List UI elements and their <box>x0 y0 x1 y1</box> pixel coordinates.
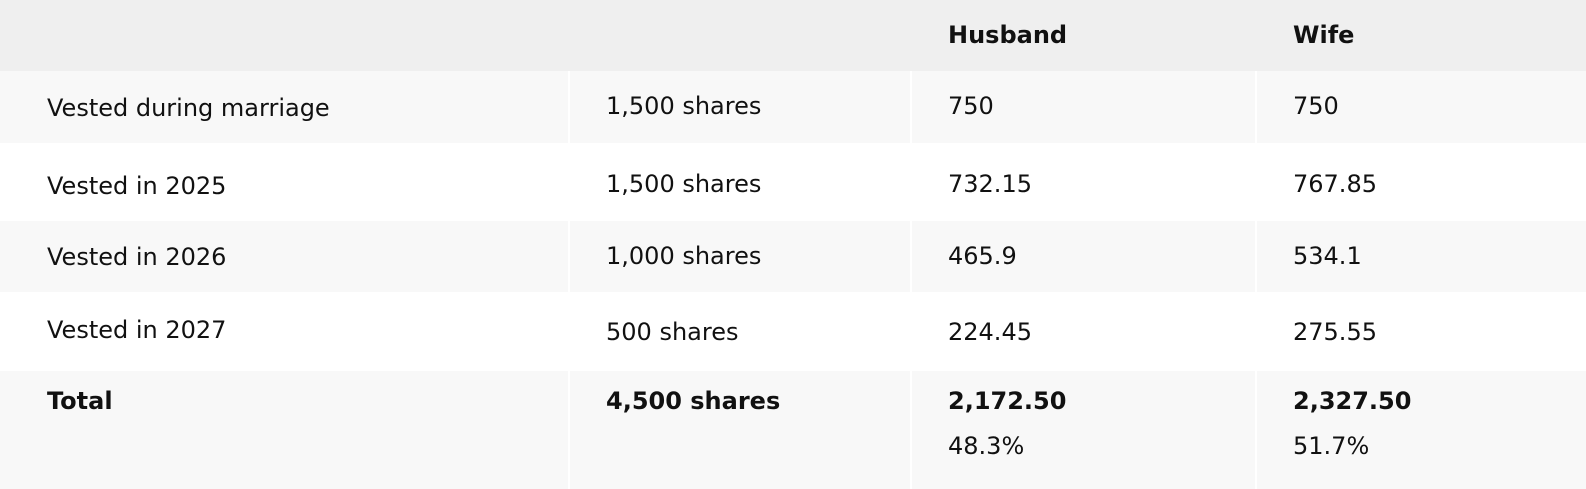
column-divider <box>568 221 570 292</box>
total-label: Total <box>47 387 113 415</box>
row-husband-value: 465.9 <box>948 242 1017 270</box>
row-shares: 1,500 shares <box>606 92 762 120</box>
total-husband-percent: 48.3% <box>948 432 1025 460</box>
column-divider <box>910 71 912 143</box>
header-wife: Wife <box>1293 21 1355 49</box>
table-row: Vested in 2025 1,500 shares 732.15 767.8… <box>0 143 1586 221</box>
total-wife-value: 2,327.50 <box>1293 387 1412 415</box>
row-shares: 1,000 shares <box>606 242 762 270</box>
column-divider <box>1255 371 1257 489</box>
row-label: Vested during marriage <box>47 94 330 122</box>
row-shares: 1,500 shares <box>606 170 762 198</box>
table-header-row: Husband Wife <box>0 0 1586 71</box>
row-wife-value: 767.85 <box>1293 170 1377 198</box>
column-divider <box>1255 221 1257 292</box>
table-total-row: Total 4,500 shares 2,172.50 2,327.50 48.… <box>0 371 1586 489</box>
column-divider <box>568 71 570 143</box>
column-divider <box>1255 71 1257 143</box>
total-shares: 4,500 shares <box>606 387 781 415</box>
table-row: Vested in 2026 1,000 shares 465.9 534.1 <box>0 221 1586 292</box>
header-husband: Husband <box>948 21 1068 49</box>
column-divider <box>910 371 912 489</box>
row-wife-value: 275.55 <box>1293 318 1377 346</box>
row-husband-value: 224.45 <box>948 318 1032 346</box>
column-divider <box>910 221 912 292</box>
total-husband-value: 2,172.50 <box>948 387 1067 415</box>
table-row: Vested during marriage 1,500 shares 750 … <box>0 71 1586 143</box>
row-label: Vested in 2025 <box>47 172 227 200</box>
row-label: Vested in 2026 <box>47 243 227 271</box>
row-husband-value: 732.15 <box>948 170 1032 198</box>
column-divider <box>568 371 570 489</box>
row-label: Vested in 2027 <box>47 316 227 344</box>
table-row: Vested in 2027 500 shares 224.45 275.55 <box>0 292 1586 371</box>
row-wife-value: 750 <box>1293 92 1339 120</box>
row-wife-value: 534.1 <box>1293 242 1362 270</box>
row-shares: 500 shares <box>606 318 739 346</box>
row-husband-value: 750 <box>948 92 994 120</box>
total-wife-percent: 51.7% <box>1293 432 1370 460</box>
